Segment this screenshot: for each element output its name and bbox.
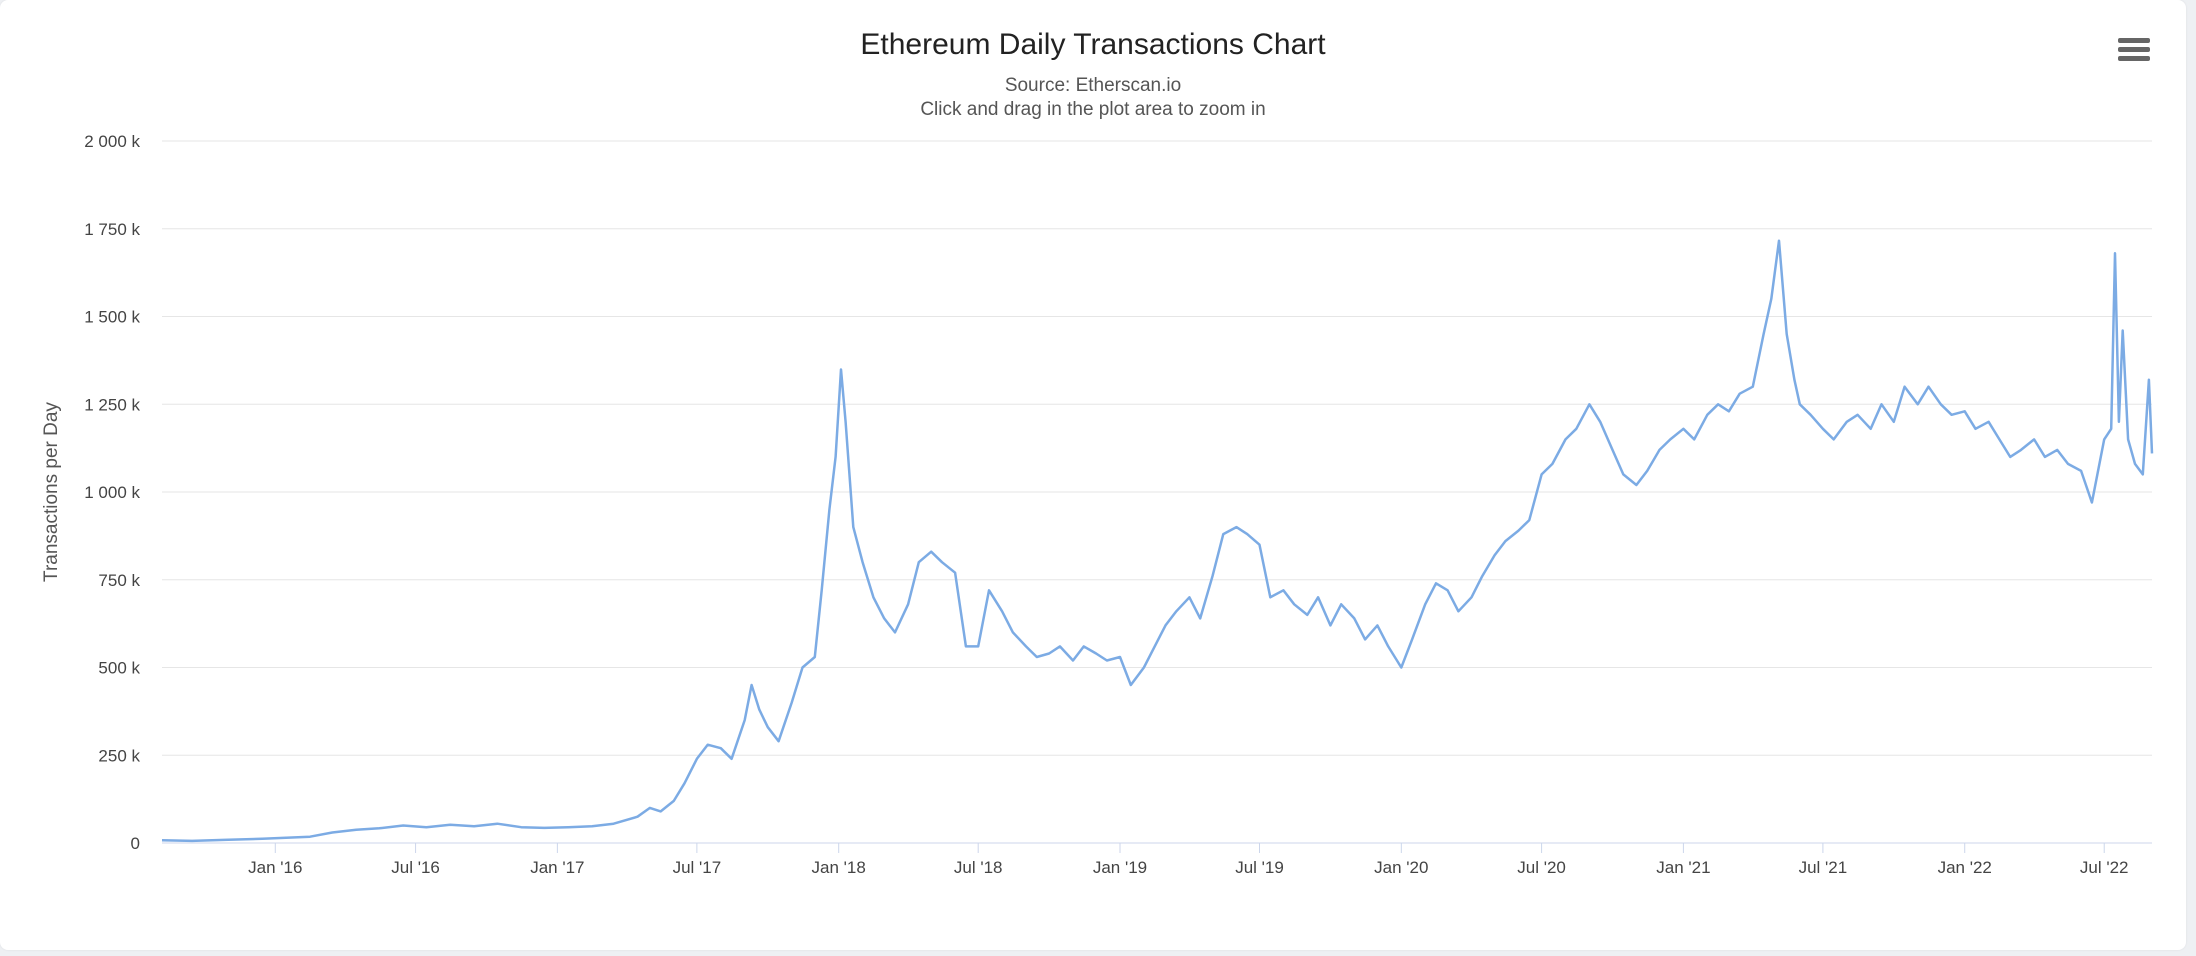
- subtitle-zoom-hint: Click and drag in the plot area to zoom …: [920, 99, 1266, 120]
- hamburger-menu-icon[interactable]: [2118, 38, 2150, 66]
- y-tick-label: 0: [131, 834, 140, 853]
- x-tick-label: Jul '20: [1517, 858, 1566, 877]
- y-tick-label: 1 750 k: [84, 220, 140, 239]
- y-tick-label: 1 250 k: [84, 395, 140, 414]
- menu-bar-2: [2118, 47, 2150, 52]
- y-tick-label: 1 500 k: [84, 308, 140, 327]
- y-tick-label: 1 000 k: [84, 483, 140, 502]
- x-tick-label: Jan '18: [812, 858, 866, 877]
- series-line-daily-transactions[interactable]: [161, 239, 2154, 843]
- x-tick-label: Jul '19: [1235, 858, 1284, 877]
- x-tick-label: Jul '18: [954, 858, 1003, 877]
- chart-subtitle: Source: Etherscan.io Click and drag in t…: [0, 74, 2186, 122]
- x-tick-label: Jan '17: [530, 858, 584, 877]
- menu-bar-3: [2118, 56, 2150, 61]
- y-tick-label: 250 k: [98, 746, 140, 765]
- subtitle-source: Source: Etherscan.io: [1004, 75, 1182, 96]
- x-tick-label: Jan '16: [248, 858, 302, 877]
- y-tick-label: 2 000 k: [84, 132, 140, 151]
- x-tick-label: Jul '17: [673, 858, 722, 877]
- x-axis-ticks: Jan '16 Jul '16 Jan '17 Jul '17 Jan '18 Jul '…: [248, 843, 2129, 877]
- y-axis-title: Transactions per Day: [41, 402, 62, 582]
- y-axis-ticks: 0 250 k 500 k 750 k 1 000 k 1 250 k 1 500 k 1 7…: [84, 132, 140, 853]
- y-tick-label: 500 k: [98, 659, 140, 678]
- x-tick-label: Jul '21: [1799, 858, 1848, 877]
- x-tick-label: Jul '16: [391, 858, 440, 877]
- x-tick-label: Jan '20: [1374, 858, 1428, 877]
- menu-bar-1: [2118, 38, 2150, 43]
- chart-title: Ethereum Daily Transactions Chart: [860, 28, 1326, 61]
- x-tick-label: Jul '22: [2080, 858, 2129, 877]
- y-tick-label: 750 k: [98, 571, 140, 590]
- x-tick-label: Jan '22: [1938, 858, 1992, 877]
- gridlines: [162, 140, 2152, 844]
- x-tick-label: Jan '21: [1656, 858, 1710, 877]
- x-tick-label: Jan '19: [1093, 858, 1147, 877]
